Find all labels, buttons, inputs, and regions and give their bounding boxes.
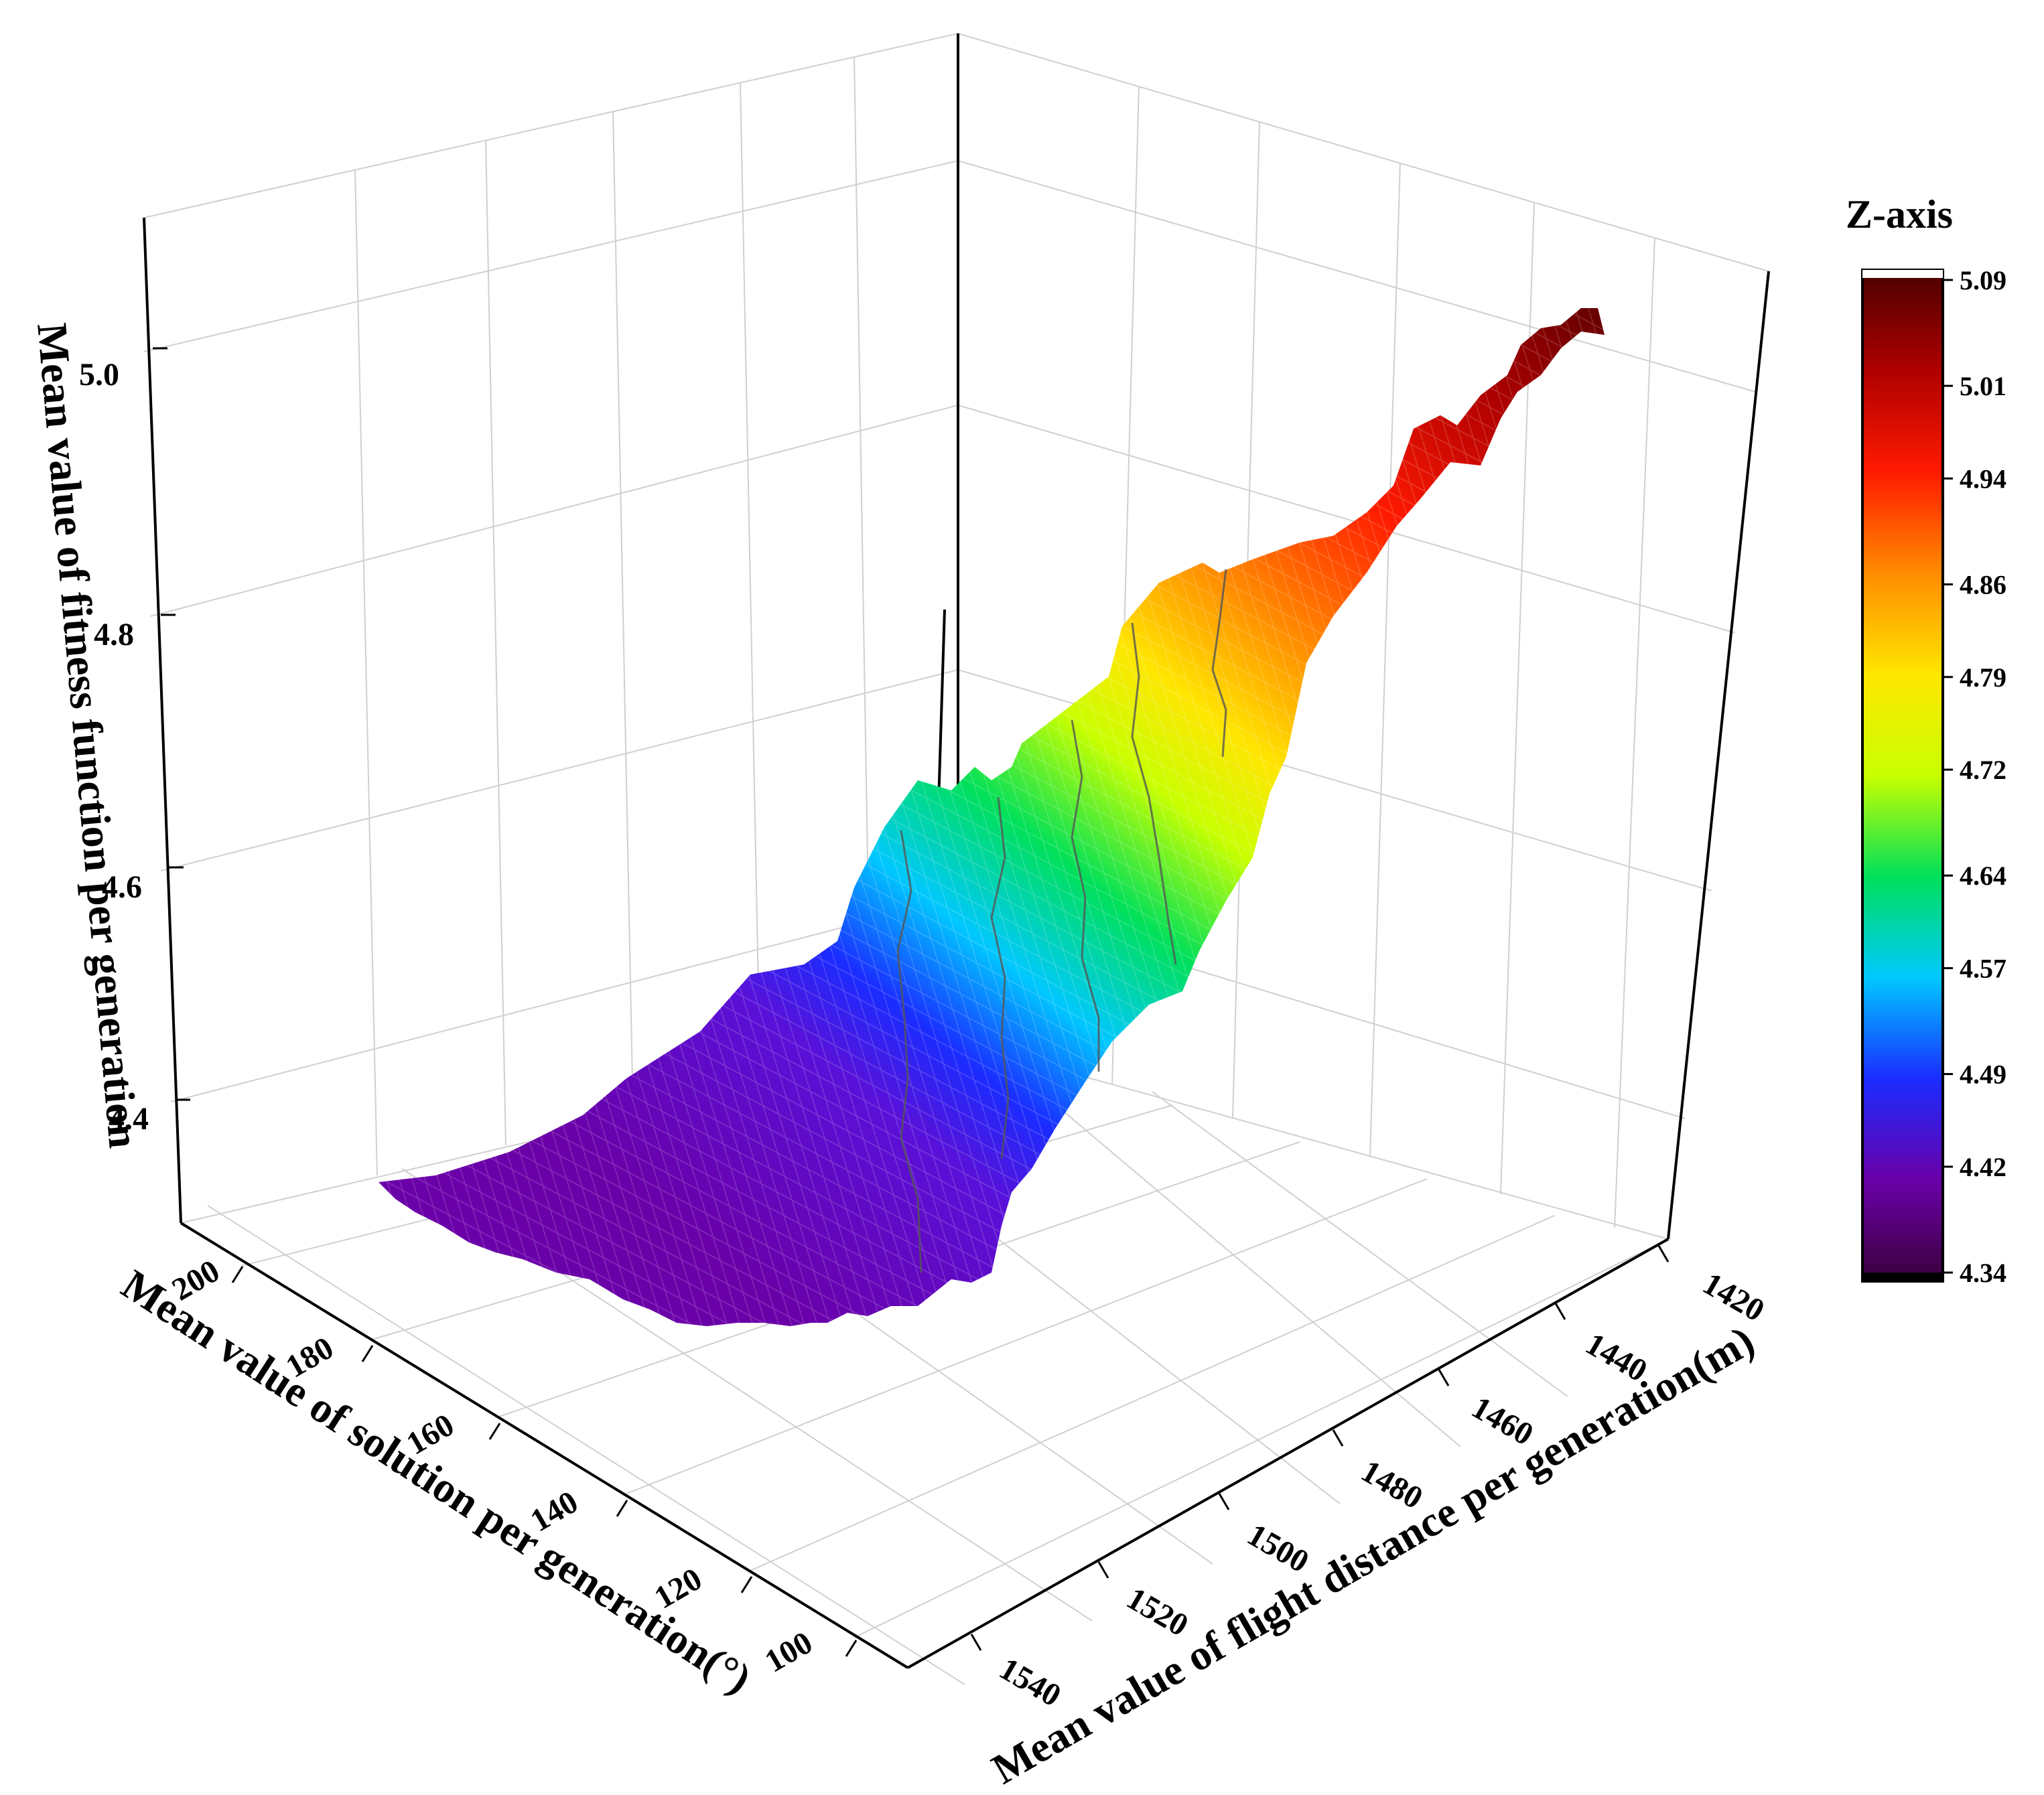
colorbar: Z-axis 5.09 5.01 4.94 4.86 4.79 4.72 4.64 4.57 4… [1846, 192, 2006, 1288]
z-tick: 4.6 [102, 869, 142, 905]
colorbar-tick-label: 4.94 [1960, 463, 2006, 494]
colorbar-tick-label: 4.72 [1960, 755, 2006, 785]
colorbar-tick-label: 4.34 [1960, 1258, 2006, 1288]
z-axis-label: Mean value of fitness function per gener… [28, 321, 147, 1150]
colorbar-tick-label: 4.86 [1960, 569, 2006, 599]
colorbar-title: Z-axis [1846, 192, 1953, 236]
z-tick: 4.8 [94, 617, 134, 652]
z-tick: 5.0 [79, 357, 119, 392]
colorbar-tick-label: 4.42 [1960, 1152, 2006, 1182]
z-axis: 5.0 4.8 4.6 4.4 [79, 347, 190, 1137]
y-axis: 1420 1440 1460 1480 1500 1520 1540 [970, 1245, 1771, 1714]
colorbar-tick-label: 4.49 [1960, 1060, 2006, 1090]
colorbar-tick-label: 4.57 [1960, 954, 2006, 984]
colorbar-tick-label: 5.01 [1960, 371, 2006, 401]
colorbar-tick-label: 5.09 [1960, 265, 2006, 295]
y-tick: 1520 [1121, 1581, 1195, 1644]
colorbar-gradient [1861, 269, 1944, 1283]
colorbar-tick-label: 4.64 [1960, 861, 2006, 891]
y-tick: 1540 [994, 1651, 1067, 1714]
colorbar-tick-label: 4.79 [1960, 662, 2006, 693]
x-tick: 100 [759, 1625, 819, 1680]
fitness-surface [379, 308, 1605, 1326]
surface-contours [896, 569, 1227, 1273]
y-axis-label: Mean value of flight distance per genera… [984, 1317, 1762, 1793]
x-axis-label: Mean value of solution per generation(°) [114, 1261, 760, 1703]
z-tick: 4.4 [109, 1101, 149, 1137]
